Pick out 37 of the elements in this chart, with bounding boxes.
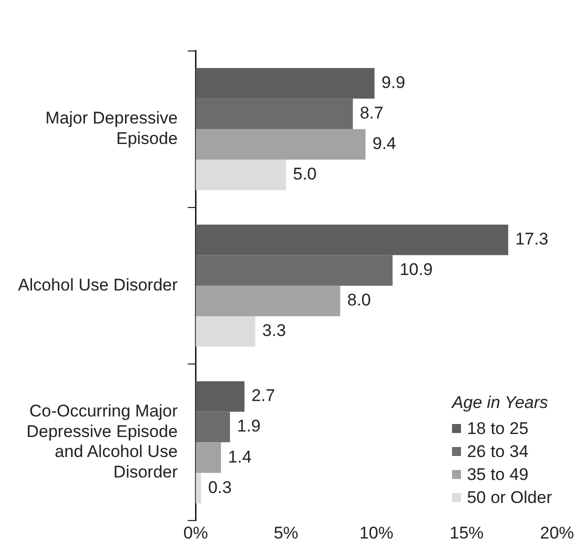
y-tick-label: Co-Occurring Major Depressive Episode and Alcohol Use Disorder [26, 401, 178, 482]
bar [196, 255, 393, 286]
bar [196, 286, 340, 316]
bar [196, 472, 202, 504]
legend-label: 35 to 49 [466, 464, 530, 486]
bar [196, 129, 366, 160]
y-tick-label: Major Depressive Episode [45, 108, 178, 148]
data-label: 17.3 [515, 230, 548, 249]
bar [196, 316, 256, 347]
legend-label: 18 to 25 [466, 418, 530, 440]
legend-title: Age in Years [452, 392, 550, 414]
data-label: 10.9 [400, 260, 433, 280]
data-label: 8.7 [360, 104, 384, 123]
x-tick-label: 20% [540, 523, 574, 542]
bar [196, 224, 508, 256]
legend-label: 26 to 34 [466, 440, 530, 463]
data-label: 0.3 [208, 478, 232, 497]
data-label: 5.0 [293, 164, 317, 184]
bar [196, 98, 353, 130]
x-tick-label: 0% [183, 523, 208, 542]
data-label: 1.4 [228, 447, 252, 466]
data-label: 9.9 [382, 72, 406, 92]
x-tick-label: 15% [450, 523, 484, 542]
x-tick-label: 10% [359, 523, 394, 542]
data-label: 8.0 [347, 290, 371, 310]
x-tick-label: 5% [274, 523, 298, 542]
bar [196, 160, 286, 190]
bar [196, 68, 375, 99]
data-label: 1.9 [237, 416, 261, 436]
bar [196, 442, 221, 473]
legend-label: 50 or Older [466, 486, 552, 509]
y-tick-label: Alcohol Use Disorder [18, 275, 178, 294]
data-label: 3.3 [262, 321, 286, 340]
bar [196, 381, 244, 412]
data-label: 2.7 [251, 386, 276, 406]
bar [196, 412, 230, 442]
data-label: 9.4 [372, 134, 396, 154]
